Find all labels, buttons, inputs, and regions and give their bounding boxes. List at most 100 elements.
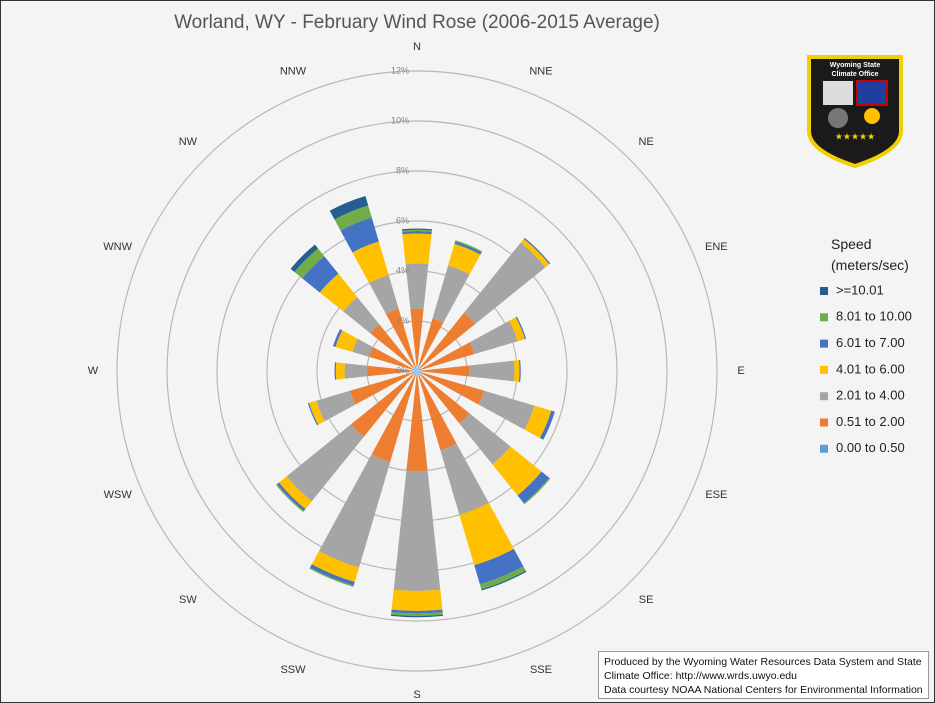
legend-label: 8.01 to 10.00 [836, 309, 912, 324]
r-tick-label: 0% [396, 365, 409, 375]
chart-title: Worland, WY - February Wind Rose (2006-2… [174, 12, 660, 33]
wedge-segment [309, 567, 354, 587]
wedge-segment [352, 241, 389, 284]
wedge-segment [517, 471, 550, 504]
wedge-segment [417, 370, 423, 372]
r-tick-label: 12% [391, 65, 409, 75]
wedge-segment [421, 342, 475, 370]
wedge-segment [334, 205, 372, 231]
wedge-segment [371, 375, 416, 463]
r-tick-label: 10% [391, 115, 409, 125]
wedge-segment [278, 476, 312, 510]
wedge-segment [335, 362, 345, 380]
wedge-segment [414, 366, 417, 371]
wedge-segment [412, 370, 417, 372]
wedge-segment [340, 217, 379, 253]
wedge-segment [414, 371, 417, 376]
credits: Produced by the Wyoming Water Resources … [598, 651, 929, 699]
wedge-segment [459, 502, 514, 566]
wedge-segment [416, 366, 418, 371]
wedge-segment [369, 275, 399, 314]
direction-label: N [413, 41, 421, 53]
wedge-segment [294, 248, 325, 279]
wedge-segment [448, 243, 481, 275]
credit-line: Produced by the Wyoming Water Resources … [604, 656, 922, 668]
wedge-segment [417, 366, 420, 371]
wedge-segment [421, 365, 470, 377]
wedge-segment [318, 454, 391, 568]
wedge-segment [432, 265, 470, 323]
wedge-segment [515, 316, 527, 340]
wedge-segment [350, 374, 414, 438]
legend-label: >=10.01 [836, 282, 884, 297]
wedge-segment [420, 312, 476, 368]
legend-swatch [820, 365, 828, 374]
wedge-segment [391, 609, 443, 614]
r-tick-label: 4% [396, 265, 409, 275]
r-tick-label: 8% [396, 165, 409, 175]
wedge-segment [406, 375, 428, 472]
legend-swatch [820, 444, 828, 453]
wedge-segment [417, 371, 422, 374]
wedge-segment [524, 405, 552, 438]
wedge-segment [405, 263, 429, 309]
wedge-segment [417, 368, 422, 371]
wedge-segment [410, 308, 424, 367]
wedge-segment [369, 347, 413, 370]
wedge-segment [401, 228, 433, 231]
r-tick-label: 6% [396, 215, 409, 225]
legend-title: Speed (meters/sec) [831, 236, 909, 273]
wedge-segment [391, 612, 443, 616]
wedge-segment [464, 242, 546, 324]
wedge-segment [329, 195, 369, 220]
legend-label: 2.01 to 4.00 [836, 388, 905, 403]
direction-label: NW [179, 136, 198, 148]
direction-label: W [88, 365, 99, 377]
wedge-segment [311, 551, 360, 583]
credit-line: Data courtesy NOAA National Centers for … [604, 684, 923, 696]
wedge-segment [335, 330, 358, 352]
legend-label: 0.51 to 2.00 [836, 414, 905, 429]
credit-line: Climate Office: http://www.wrds.uwyo.edu [604, 670, 797, 682]
direction-label: ESE [705, 489, 727, 501]
wedge-segment [416, 371, 418, 376]
svg-text:★★★★★: ★★★★★ [835, 131, 875, 141]
wedge-segment [454, 241, 482, 255]
wedge-segment [302, 256, 339, 293]
wedge-segment [366, 365, 413, 377]
r-tick-label: 2% [396, 315, 409, 325]
wedge-segment [385, 308, 416, 367]
direction-label: NE [638, 136, 653, 148]
wedge-segment [309, 564, 355, 586]
wedge-segment [290, 244, 319, 273]
wedge-segment [391, 589, 443, 612]
logo: ★★★★★ Wyoming State Climate Office [807, 55, 903, 169]
wedge-segment [343, 297, 380, 334]
wedge-segment [418, 318, 444, 367]
direction-label: SE [639, 594, 654, 606]
wedge-segment [469, 320, 518, 355]
logo-text: Climate Office [831, 71, 878, 78]
direction-label: SW [179, 594, 197, 606]
wedge-segment [402, 230, 432, 235]
wedge-segment [539, 410, 555, 440]
wedge-segment [474, 548, 524, 585]
wedge-segment [420, 374, 470, 424]
wedge-segment [390, 614, 444, 618]
wedge-segment [455, 240, 483, 253]
wedge-segment [440, 443, 489, 515]
wedge-segment [478, 390, 535, 430]
wedge-segment [309, 400, 325, 425]
grid-ring [166, 120, 668, 622]
direction-label: S [413, 689, 420, 701]
wedge-segment [334, 362, 337, 380]
wedge-segment [479, 566, 526, 590]
direction-label: WSW [104, 489, 133, 501]
wedge-segment [333, 329, 343, 347]
wedge-segment [319, 273, 358, 312]
direction-label: SSW [280, 664, 306, 676]
wedge-segment [352, 338, 374, 357]
wedge-segment [459, 413, 511, 465]
